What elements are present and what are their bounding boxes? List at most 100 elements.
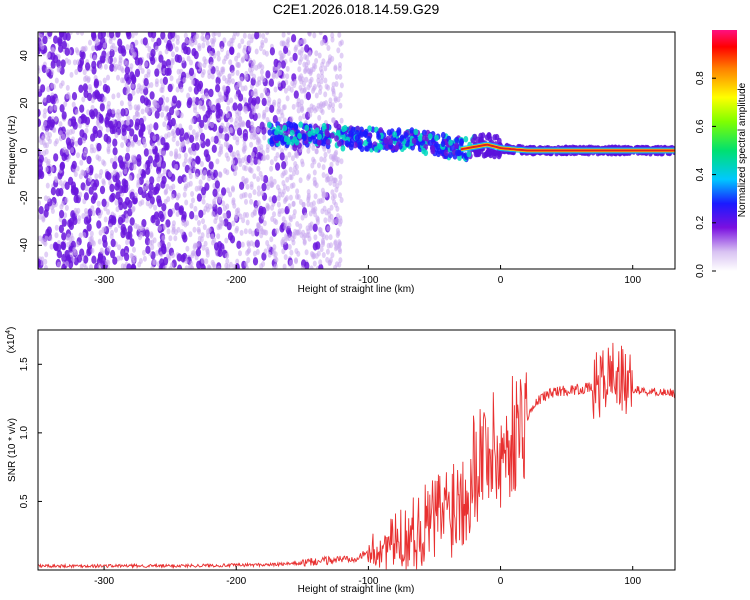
spectrogram-noise-mark — [314, 92, 319, 99]
spectrogram-noise-mark — [84, 147, 88, 154]
spectrogram-noise-mark — [86, 223, 92, 232]
spectrogram-noise-mark — [298, 223, 303, 230]
spectrogram-band-mark — [473, 150, 479, 158]
spectrogram-noise-mark — [312, 180, 317, 187]
spectrogram-noise-mark — [45, 182, 50, 189]
spectrogram-noise-mark — [298, 115, 303, 122]
spectrogram-noise-mark — [129, 128, 135, 137]
spectrogram-noise-mark — [276, 184, 280, 191]
spectrogram-noise-mark — [128, 175, 133, 181]
spectrogram-noise-mark — [304, 44, 310, 53]
spectrogram-noise-mark — [287, 203, 292, 210]
spectrogram-noise-mark — [153, 259, 157, 266]
spectrogram-noise-mark — [256, 112, 261, 119]
spectrogram-noise-mark — [64, 197, 69, 204]
spectrogram-noise-mark — [330, 32, 335, 39]
spectrogram-noise-mark — [132, 246, 136, 253]
spectrogram-noise-mark — [313, 107, 318, 114]
spectrogram-noise-mark — [323, 91, 328, 98]
spectrogram-band-mark — [282, 124, 288, 132]
spectrogram-noise-mark — [291, 170, 296, 177]
spectrogram-noise-mark — [246, 40, 251, 47]
spectrogram-noise-mark — [106, 104, 111, 111]
spectrogram-noise-mark — [249, 133, 254, 140]
colorbar: 0.0 0.2 0.4 0.6 0.8 Normalized spectral ampl… — [695, 30, 748, 278]
spectrogram-noise-mark — [289, 56, 294, 63]
spectrogram-noise-mark — [46, 196, 51, 202]
spectrogram-noise-mark — [193, 86, 199, 95]
spectrogram-noise-mark — [187, 39, 192, 46]
spectrogram-noise-mark — [61, 183, 65, 190]
spectrogram-noise-mark — [96, 220, 102, 229]
spectrogram-noise-mark — [106, 57, 111, 64]
spectrogram-noise-mark — [285, 195, 289, 202]
spectrogram-noise-mark — [308, 68, 313, 75]
spectrogram-band-mark — [298, 121, 304, 128]
figure-title: C2E1.2026.018.14.59.G29 — [273, 1, 440, 17]
spectrogram-noise-mark — [183, 176, 188, 183]
spectrogram-noise-mark — [224, 237, 229, 244]
spectrogram-band-mark — [304, 124, 310, 132]
spectrogram-noise-mark — [229, 46, 235, 56]
spectrogram-band-mark — [394, 144, 400, 151]
spectrogram-noise-mark — [107, 142, 112, 149]
spectrogram-band-mark — [378, 143, 384, 151]
spectrogram-noise-mark — [83, 255, 89, 264]
spectrogram-band-mark — [481, 152, 487, 159]
spectrogram-noise-mark — [162, 150, 166, 157]
spectrogram-band-mark — [396, 127, 402, 134]
spectrogram-noise-mark — [94, 89, 100, 98]
spectrogram-noise-mark — [91, 60, 97, 69]
spectrogram-noise-mark — [273, 263, 278, 269]
spectrogram-noise-mark — [143, 97, 149, 106]
spectrogram-noise-mark — [235, 69, 240, 76]
spectrogram-noise-mark — [236, 210, 241, 217]
spectrogram-noise-mark — [171, 252, 175, 259]
spectrogram-noise-mark — [184, 38, 189, 44]
spectrogram-noise-mark — [211, 38, 216, 45]
spectrogram-band-mark — [409, 127, 415, 134]
spectrogram-noise-mark — [293, 79, 298, 85]
spectrogram-noise-mark — [200, 263, 206, 269]
spectrogram-noise-mark — [268, 78, 274, 87]
spectrogram-noise-mark — [277, 116, 282, 123]
spectrogram-noise-mark — [266, 92, 271, 99]
spectrogram-noise-mark — [287, 244, 292, 250]
spectrogram-noise-mark — [325, 248, 330, 255]
spectrogram-noise-mark — [151, 143, 156, 150]
spectrogram-noise-mark — [293, 152, 298, 158]
spectrogram-noise-mark — [301, 229, 306, 236]
spectrogram-noise-mark — [150, 244, 155, 251]
spectrogram-noise-mark — [338, 73, 343, 80]
spectrogram-x-tick-label: -200 — [226, 275, 246, 286]
spectrogram-noise-mark — [91, 45, 96, 52]
spectrogram-noise-mark — [338, 40, 343, 47]
snr-multiplier: (x104) — [5, 327, 17, 354]
spectrogram-noise-mark — [195, 248, 201, 257]
spectrogram-noise-mark — [198, 209, 204, 219]
spectrogram-noise-mark — [202, 224, 207, 231]
spectrogram-noise-mark — [194, 135, 199, 142]
spectrogram-noise-mark — [200, 257, 205, 264]
spectrogram-x-tick-label: -100 — [358, 275, 378, 286]
spectrogram-noise-mark — [272, 211, 276, 218]
spectrogram-noise-mark — [109, 48, 115, 58]
spectrogram-noise-mark — [303, 86, 307, 93]
spectrogram-noise-mark — [167, 32, 173, 40]
spectrogram-noise-mark — [188, 67, 195, 77]
spectrogram-noise-mark — [43, 120, 48, 127]
spectrogram-noise-mark — [83, 192, 89, 201]
spectrogram-noise-mark — [183, 32, 188, 39]
spectrogram-noise-mark — [205, 40, 210, 46]
spectrogram-noise-mark — [233, 164, 238, 171]
spectrogram-noise-mark — [197, 235, 202, 242]
spectrogram-noise-mark — [261, 182, 267, 192]
spectrogram-noise-mark — [159, 78, 164, 85]
spectrogram-noise-mark — [145, 180, 150, 187]
spectrogram-noise-mark — [145, 184, 150, 191]
spectrogram-noise-mark — [90, 97, 95, 104]
spectrogram-noise-mark — [160, 137, 166, 146]
spectrogram-noise-mark — [206, 264, 211, 269]
spectrogram-noise-mark — [184, 199, 189, 206]
spectrogram-noise-mark — [109, 63, 115, 72]
